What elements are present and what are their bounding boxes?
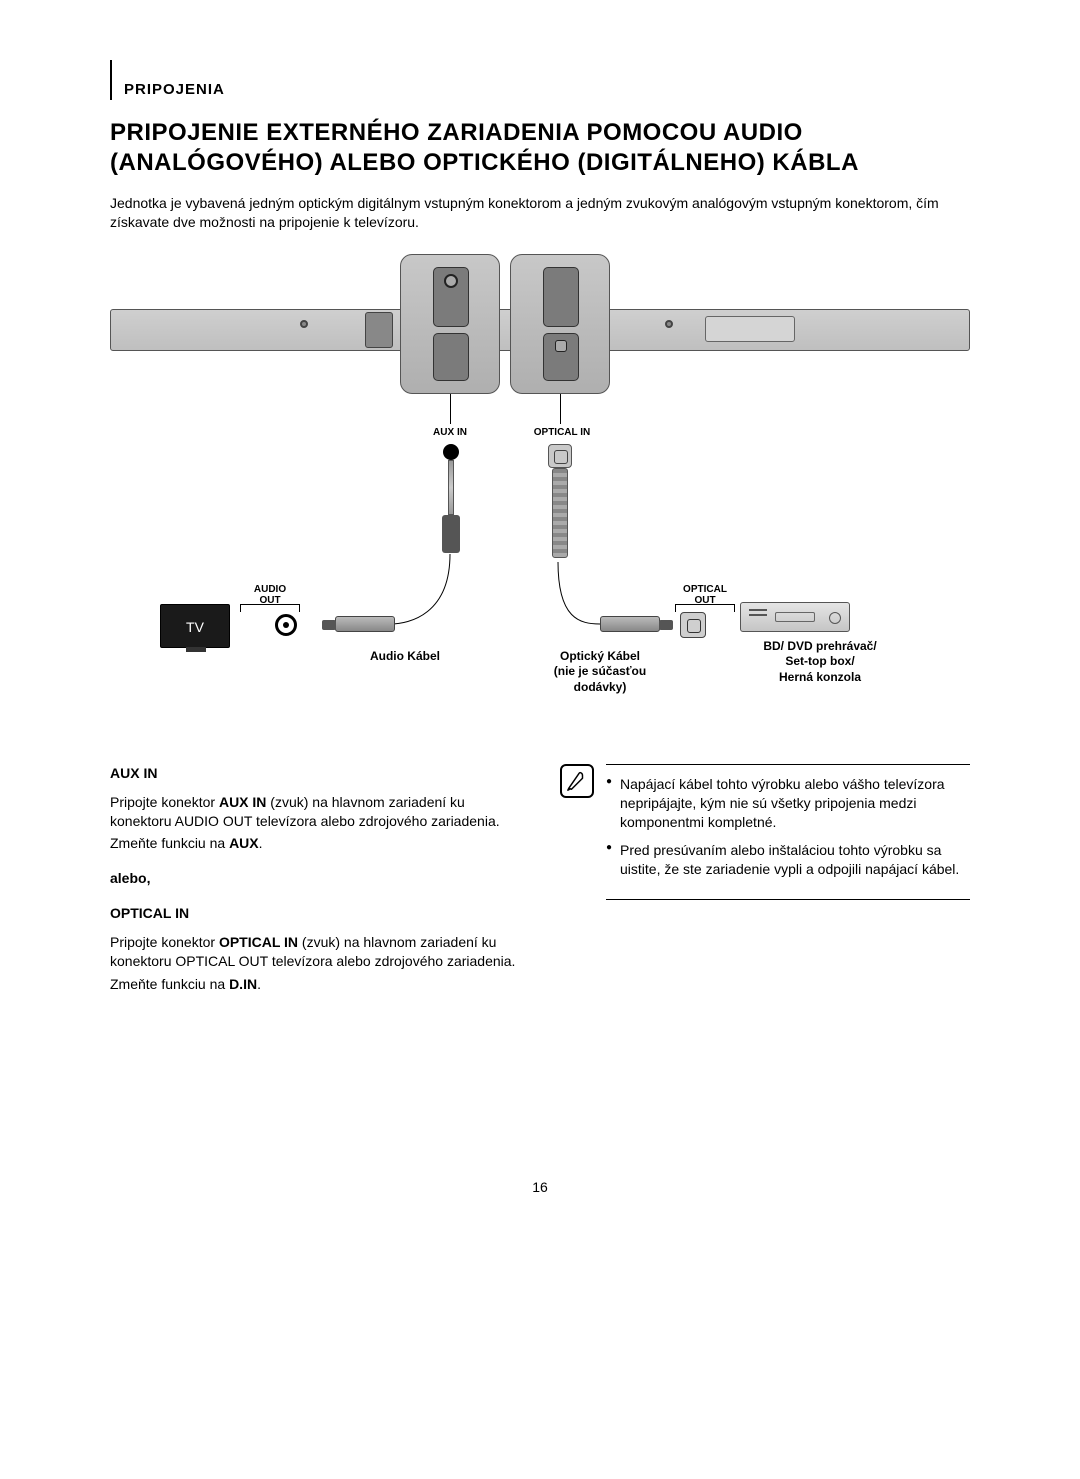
- left-column: AUX IN Pripojte konektor AUX IN (zvuk) n…: [110, 764, 520, 998]
- tv-icon: TV: [160, 604, 230, 648]
- connector-line: [450, 394, 451, 424]
- port: [543, 333, 579, 381]
- audio-out-label: AUDIO OUT: [238, 584, 302, 606]
- text: Pripojte konektor: [110, 934, 219, 950]
- page-title: PRIPOJENIE EXTERNÉHO ZARIADENIA POMOCOU …: [110, 118, 970, 178]
- device-label: BD/ DVD prehrávač/ Set-top box/ Herná ko…: [740, 639, 900, 686]
- soundbar-screw: [665, 320, 673, 328]
- optical-paragraph: Pripojte konektor OPTICAL IN (zvuk) na h…: [110, 933, 520, 971]
- optical-out-label: OPTICAL OUT: [672, 584, 738, 606]
- port: [433, 333, 469, 381]
- connector-line: [560, 394, 561, 424]
- text-bold: AUX: [229, 835, 259, 851]
- optical-in-label: OPTICAL IN: [530, 426, 594, 440]
- optical-heading: OPTICAL IN: [110, 904, 520, 923]
- text: Pripojte konektor: [110, 794, 219, 810]
- optical-cable-label: Optický Kábel (nie je súčasťou dodávky): [530, 649, 670, 696]
- note-item: Pred presúvaním alebo inštaláciou tohto …: [606, 841, 970, 879]
- intro-text: Jednotka je vybavená jedným optickým dig…: [110, 194, 970, 232]
- aux-paragraph-2: Zmeňte funkciu na AUX.: [110, 834, 520, 853]
- aux-in-label: AUX IN: [428, 426, 472, 440]
- soundbar-screw: [300, 320, 308, 328]
- text-bold: D.IN: [229, 976, 257, 992]
- text: Zmeňte funkciu na: [110, 976, 229, 992]
- soundbar-panel: [705, 316, 795, 342]
- text-bold: AUX IN: [219, 794, 266, 810]
- note-item: Napájací kábel tohto výrobku alebo vášho…: [606, 775, 970, 832]
- note-block: Napájací kábel tohto výrobku alebo vášho…: [560, 764, 970, 900]
- page-number: 16: [110, 1178, 970, 1197]
- port: [433, 267, 469, 327]
- audio-cable-label: Audio Kábel: [345, 649, 465, 665]
- optical-cable: [548, 444, 572, 558]
- optical-paragraph-2: Zmeňte funkciu na D.IN.: [110, 975, 520, 994]
- aux-cable: [442, 444, 460, 553]
- text-bold: OPTICAL IN: [219, 934, 298, 950]
- zoom-panel-optical: [510, 254, 610, 394]
- section-label: PRIPOJENIA: [124, 80, 225, 100]
- soundbar-port: [365, 312, 393, 348]
- optical-out-socket: [680, 612, 706, 638]
- separator-word: alebo,: [110, 869, 520, 888]
- connection-diagram: AUX IN OPTICAL IN AUDIO OUT TV OPTICAL O…: [110, 254, 970, 724]
- text: .: [257, 976, 261, 992]
- aux-plug: [335, 616, 395, 632]
- text: Zmeňte funkciu na: [110, 835, 229, 851]
- note-icon: [560, 764, 594, 798]
- audio-out-socket: [275, 614, 297, 636]
- note-list: Napájací kábel tohto výrobku alebo vášho…: [606, 764, 970, 900]
- aux-paragraph: Pripojte konektor AUX IN (zvuk) na hlavn…: [110, 793, 520, 831]
- bd-dvd-device: [740, 602, 850, 632]
- instruction-columns: AUX IN Pripojte konektor AUX IN (zvuk) n…: [110, 764, 970, 998]
- aux-heading: AUX IN: [110, 764, 520, 783]
- optical-plug: [600, 616, 660, 632]
- port: [543, 267, 579, 327]
- right-column: Napájací kábel tohto výrobku alebo vášho…: [560, 764, 970, 998]
- section-header: PRIPOJENIA: [110, 60, 970, 100]
- zoom-panel-aux: [400, 254, 500, 394]
- text: .: [259, 835, 263, 851]
